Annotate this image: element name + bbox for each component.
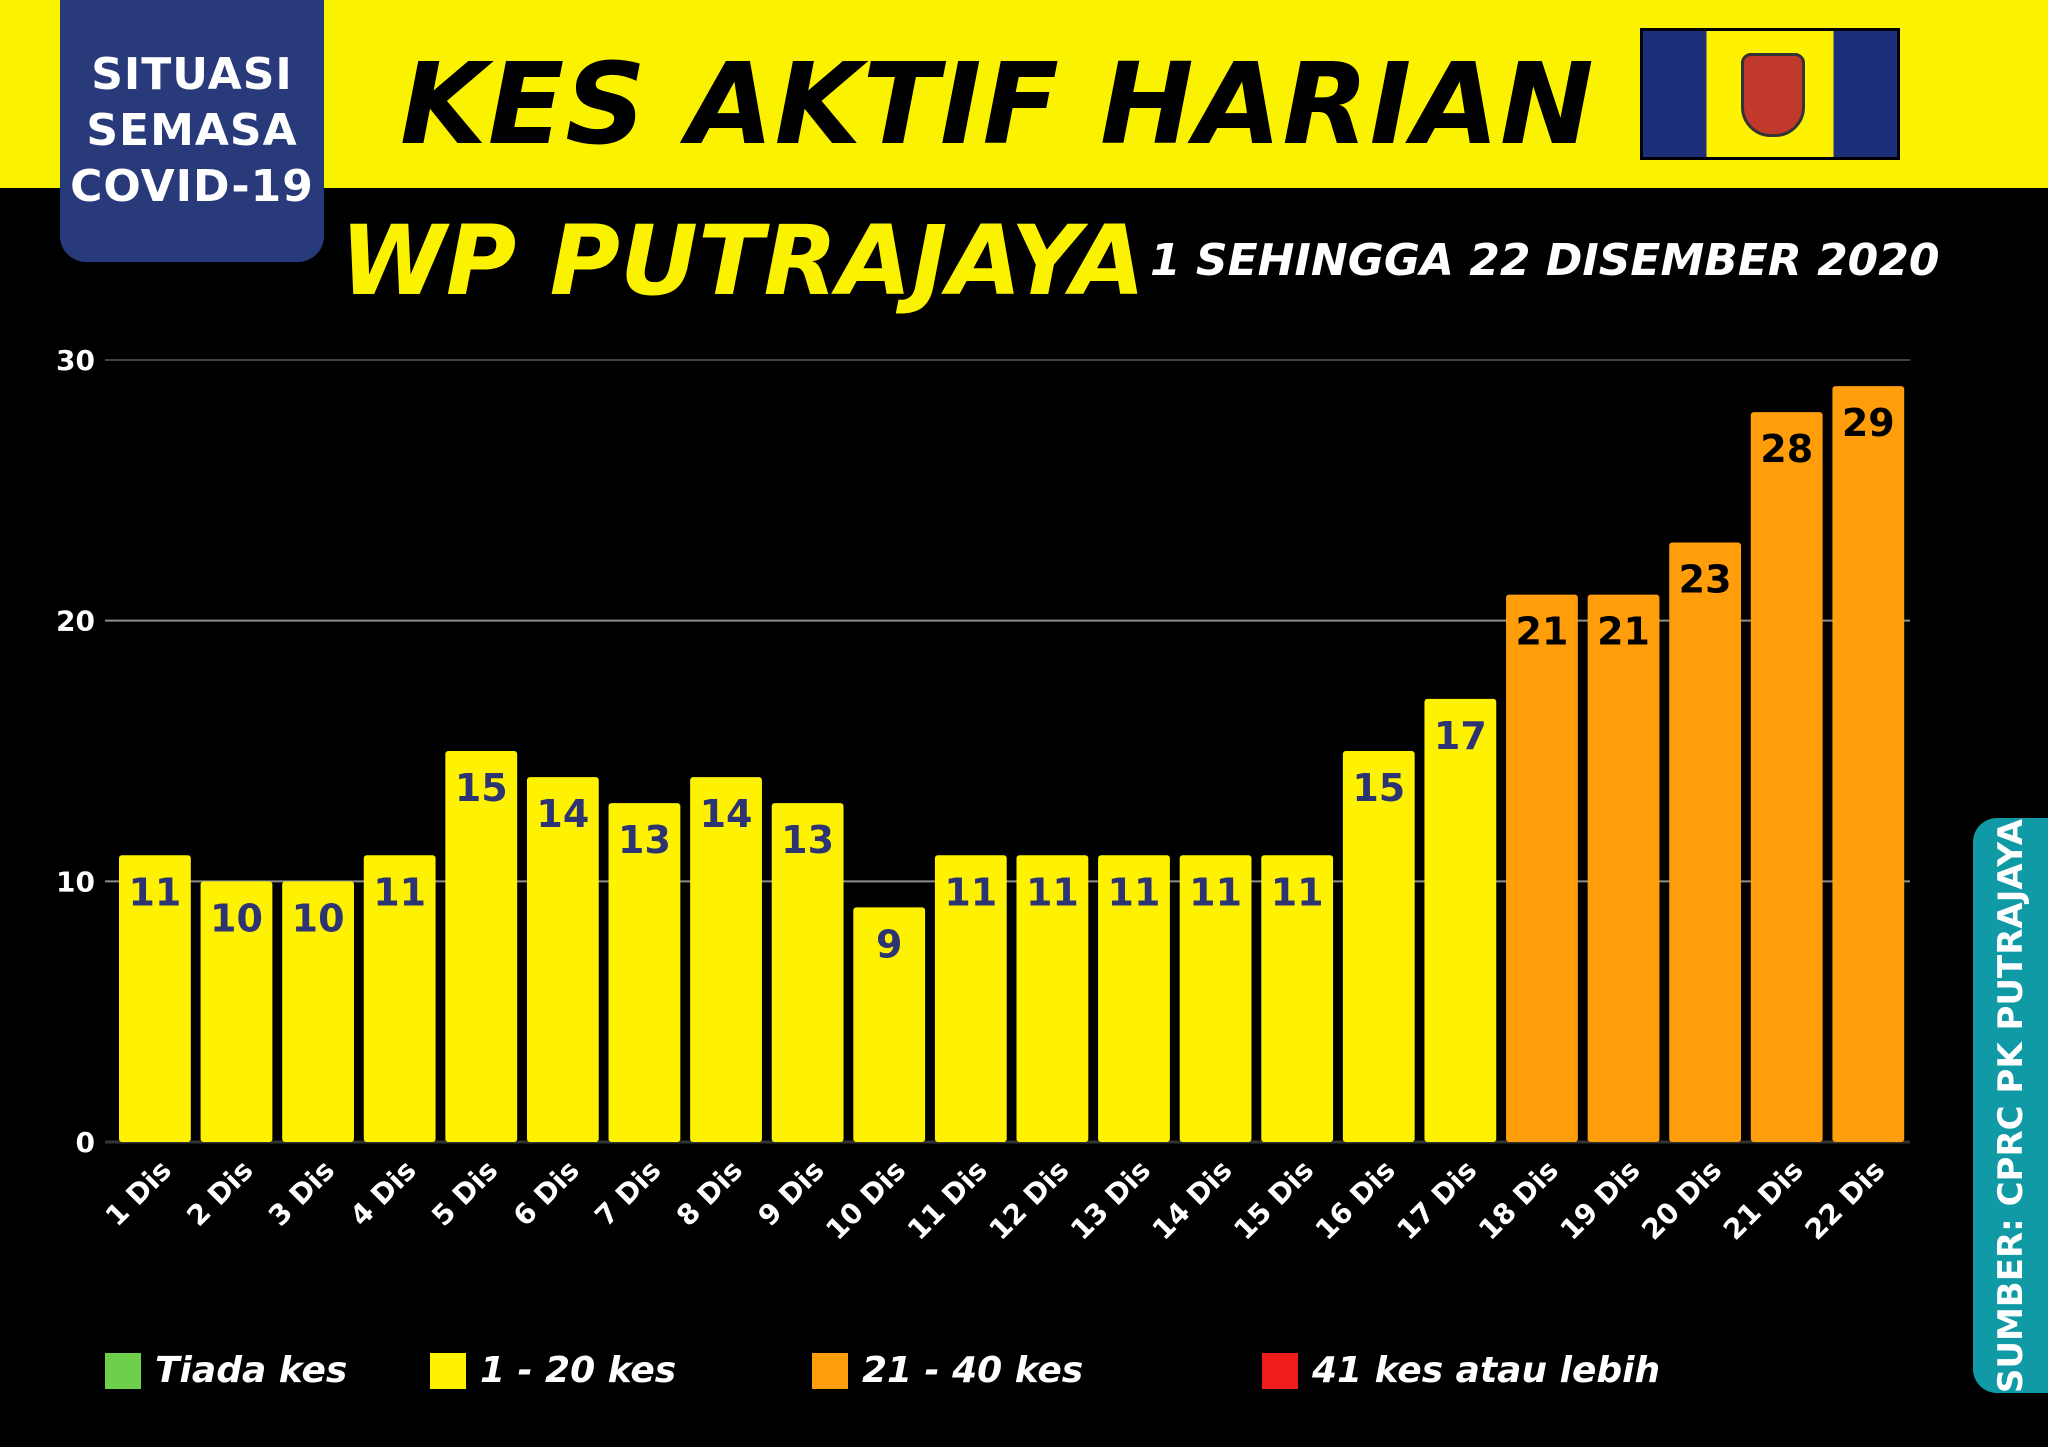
data-label: 9 — [876, 922, 902, 966]
legend: Tiada kes 1 - 20 kes 21 - 40 kes 41 kes … — [0, 1350, 1900, 1400]
data-label: 23 — [1679, 557, 1732, 601]
x-tick-label: 7 Dis — [588, 1154, 667, 1233]
crest-icon — [1741, 53, 1805, 137]
legend-item-21-40: 21 - 40 kes — [812, 1350, 1083, 1391]
data-label: 21 — [1516, 610, 1569, 654]
legend-item-41-plus: 41 kes atau lebih — [1262, 1350, 1660, 1391]
x-tick-label: 9 Dis — [752, 1154, 831, 1233]
x-tick-label: 16 Dis — [1309, 1154, 1402, 1247]
y-tick-label: 30 — [56, 344, 95, 377]
y-tick-label: 0 — [76, 1126, 95, 1159]
data-label: 10 — [292, 896, 345, 940]
bar — [363, 855, 436, 1142]
bar — [690, 777, 762, 1142]
bar — [1179, 855, 1252, 1142]
y-tick-label: 20 — [56, 605, 95, 638]
x-tick-label: 5 Dis — [425, 1154, 504, 1233]
bar — [282, 881, 354, 1142]
bar — [119, 855, 191, 1142]
data-label: 15 — [455, 766, 508, 810]
x-tick-label: 3 Dis — [262, 1154, 341, 1233]
bar — [1669, 542, 1742, 1142]
x-tick-label: 1 Dis — [99, 1154, 178, 1233]
badge-line-1: SITUASI — [91, 49, 293, 100]
x-tick-label: 11 Dis — [901, 1154, 994, 1247]
x-tick-label: 8 Dis — [670, 1154, 749, 1233]
x-tick-label: 17 Dis — [1391, 1154, 1484, 1247]
legend-label: 21 - 40 kes — [862, 1350, 1084, 1391]
x-tick-label: 21 Dis — [1717, 1154, 1810, 1247]
bar — [526, 777, 599, 1142]
x-tick-label: 20 Dis — [1635, 1154, 1728, 1247]
situation-badge: SITUASI SEMASA COVID-19 — [60, 0, 324, 262]
y-tick-label: 10 — [56, 865, 95, 898]
legend-swatch — [105, 1352, 141, 1389]
legend-label: Tiada kes — [155, 1350, 348, 1391]
x-tick-label: 6 Dis — [507, 1154, 586, 1233]
bar — [1261, 855, 1334, 1142]
legend-swatch — [812, 1352, 848, 1389]
data-label: 10 — [210, 896, 263, 940]
x-tick-label: 10 Dis — [819, 1154, 912, 1247]
badge-line-2: SEMASA — [86, 105, 298, 156]
page-subtitle: WP PUTRAJAYA — [340, 205, 1146, 317]
data-label: 13 — [618, 818, 671, 862]
data-label: 17 — [1434, 714, 1487, 758]
bar — [200, 881, 273, 1142]
source-label: SUMBER: CPRC PK PUTRAJAYA — [1990, 818, 2031, 1393]
data-label: 11 — [1026, 870, 1079, 914]
bar — [1342, 751, 1415, 1142]
data-label: 14 — [700, 792, 753, 836]
x-tick-label: 12 Dis — [983, 1154, 1076, 1247]
bar — [1016, 855, 1089, 1142]
page-title: KES AKTIF HARIAN — [400, 40, 1595, 170]
legend-swatch — [1262, 1352, 1298, 1389]
legend-item-1-20: 1 - 20 kes — [430, 1350, 676, 1391]
legend-label: 1 - 20 kes — [480, 1350, 677, 1391]
data-label: 11 — [128, 870, 181, 914]
x-tick-label: 13 Dis — [1064, 1154, 1157, 1247]
x-tick-label: 15 Dis — [1227, 1154, 1320, 1247]
bar — [1750, 412, 1823, 1143]
data-label: 13 — [781, 818, 834, 862]
bar — [853, 907, 926, 1142]
x-tick-label: 19 Dis — [1554, 1154, 1647, 1247]
putrajaya-flag — [1640, 28, 1900, 160]
bar — [934, 855, 1007, 1142]
data-label: 14 — [536, 792, 589, 836]
bar — [1424, 698, 1497, 1142]
bar — [1587, 594, 1660, 1142]
data-label: 11 — [1108, 870, 1161, 914]
x-tick-label: 14 Dis — [1146, 1154, 1239, 1247]
bar — [1098, 855, 1170, 1142]
bar — [608, 803, 681, 1142]
x-tick-label: 2 Dis — [180, 1154, 259, 1233]
data-label: 15 — [1352, 766, 1405, 810]
x-tick-label: 4 Dis — [344, 1154, 423, 1233]
legend-swatch — [430, 1352, 466, 1389]
data-label: 21 — [1597, 610, 1650, 654]
data-label: 11 — [944, 870, 997, 914]
date-range: 1 SEHINGGA 22 DISEMBER 2020 — [1150, 235, 1940, 286]
bar — [445, 751, 518, 1142]
source-tab: SUMBER: CPRC PK PUTRAJAYA — [1973, 818, 2048, 1393]
bar — [1832, 386, 1905, 1142]
data-label: 28 — [1760, 427, 1813, 471]
data-label: 29 — [1842, 401, 1895, 445]
bar-chart: 0 10 20 30 11 1 Dis 10 2 Dis 10 3 Dis 11 4 Dis 15 5 D… — [56, 344, 1910, 1247]
data-label: 11 — [1271, 870, 1324, 914]
bar — [1506, 594, 1578, 1142]
x-tick-label: 22 Dis — [1798, 1154, 1891, 1247]
legend-label: 41 kes atau lebih — [1312, 1350, 1661, 1391]
legend-item-none: Tiada kes — [105, 1350, 347, 1391]
x-tick-label: 18 Dis — [1472, 1154, 1565, 1247]
bar — [771, 803, 844, 1142]
data-label: 11 — [373, 870, 426, 914]
data-label: 11 — [1189, 870, 1242, 914]
badge-line-3: COVID-19 — [70, 161, 314, 212]
